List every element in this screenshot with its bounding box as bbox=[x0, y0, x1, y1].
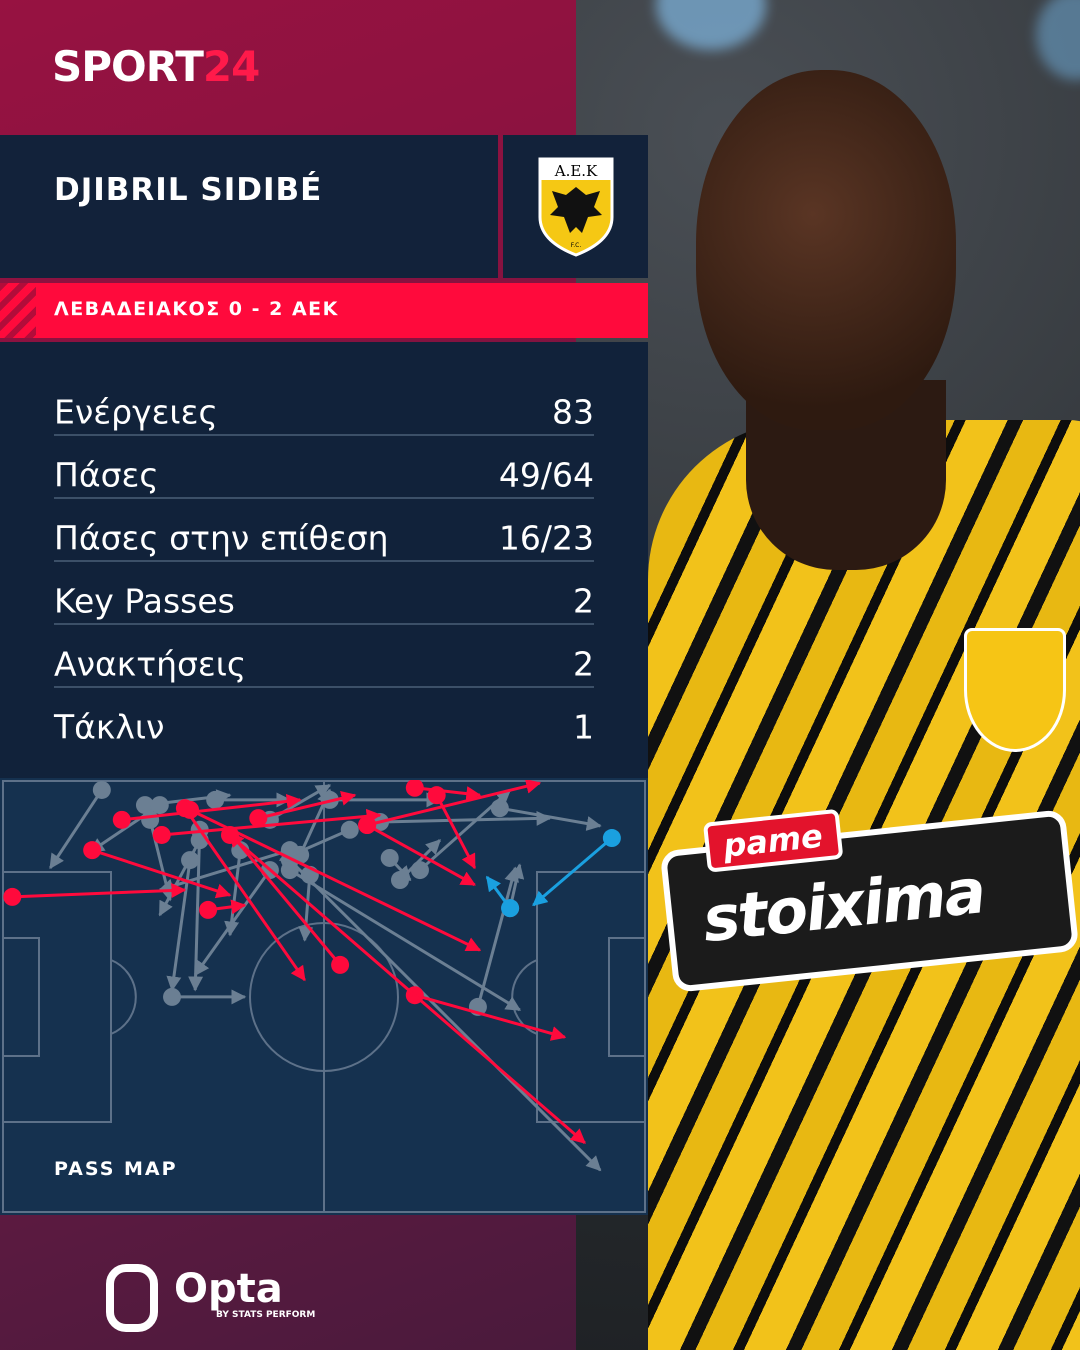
pass-line-grey bbox=[278, 828, 351, 862]
pass-map: PASS MAP bbox=[0, 778, 648, 1215]
pass-origin-red bbox=[249, 809, 268, 828]
match-score: ΛΕΒΑΔΕΙΑΚΟΣ 0 - 2 ΑΕΚ bbox=[54, 298, 339, 320]
stat-row-passes: Πάσες 49/64 bbox=[54, 435, 594, 499]
stat-value: 16/23 bbox=[498, 518, 594, 558]
logo-number: 24 bbox=[202, 42, 260, 91]
stat-label: Ανακτήσεις bbox=[54, 644, 247, 684]
match-bar bbox=[0, 283, 648, 338]
pass-origin-red bbox=[83, 841, 102, 860]
pass-origin-grey bbox=[340, 820, 359, 839]
crest-text: A.E.K bbox=[554, 162, 598, 180]
pass-origin-grey bbox=[206, 790, 225, 809]
crest-sub: F.C. bbox=[571, 242, 582, 249]
pass-origin-blue bbox=[501, 899, 520, 918]
centre-circle bbox=[249, 922, 399, 1072]
stat-row-recoveries: Ανακτήσεις 2 bbox=[54, 624, 594, 688]
left-penalty-arc bbox=[110, 959, 137, 1035]
pass-origin-red bbox=[181, 800, 200, 819]
stat-value: 2 bbox=[573, 581, 594, 621]
pass-line-grey bbox=[188, 829, 204, 992]
pass-origin-grey bbox=[135, 796, 154, 815]
stat-value: 83 bbox=[552, 392, 594, 432]
stripe-decoration bbox=[0, 283, 36, 338]
player-name: DJIBRIL SIDIBÉ bbox=[54, 172, 323, 208]
opta-sub: BY STATS PERFORM bbox=[216, 1310, 316, 1320]
stadium-light bbox=[656, 0, 766, 50]
right-six-yard-box bbox=[608, 937, 646, 1057]
pass-origin-grey bbox=[163, 987, 182, 1006]
pitch-markings bbox=[2, 780, 646, 1213]
pass-line-grey bbox=[289, 868, 522, 1012]
player-name-panel bbox=[0, 135, 498, 278]
logo-text: SPORT bbox=[52, 42, 204, 91]
stat-label: Τάκλιν bbox=[54, 707, 165, 747]
pass-line-red bbox=[257, 790, 357, 820]
pass-line-red bbox=[161, 808, 382, 837]
pass-line-red bbox=[414, 786, 482, 802]
pass-line-blue bbox=[532, 836, 613, 907]
pass-map-chart bbox=[2, 780, 646, 1213]
stat-row-actions: Ενέργειες 83 bbox=[54, 372, 594, 436]
pass-line-red bbox=[121, 793, 302, 822]
pass-line-grey bbox=[288, 859, 602, 1172]
pass-origin-grey bbox=[280, 861, 299, 880]
pass-line-grey bbox=[193, 869, 272, 977]
pass-origin-red bbox=[112, 810, 131, 829]
pass-line-red bbox=[183, 807, 306, 982]
stat-label: Πάσες στην επίθεση bbox=[54, 518, 389, 558]
pass-origin-red bbox=[3, 887, 22, 906]
pass-line-red bbox=[366, 780, 542, 827]
pass-line-grey bbox=[499, 806, 602, 831]
player-photo: pame stoixima bbox=[576, 0, 1080, 1350]
stat-value: 49/64 bbox=[498, 455, 594, 495]
stat-row-attacking-passes: Πάσες στην επίθεση 16/23 bbox=[54, 498, 594, 562]
opta-ring-icon bbox=[106, 1264, 158, 1332]
stat-value: 2 bbox=[573, 644, 594, 684]
stat-label: Ενέργειες bbox=[54, 392, 218, 432]
pass-origin-grey bbox=[380, 848, 399, 867]
opta-wordmark: Opta bbox=[174, 1266, 283, 1312]
pass-line-grey bbox=[49, 789, 104, 870]
sport24-logo: SPORT24 bbox=[52, 42, 260, 91]
stat-label: Πάσες bbox=[54, 455, 159, 495]
stats-panel: Ενέργειες 83 Πάσες 49/64 Πάσες στην επίθεσ… bbox=[0, 342, 648, 778]
left-six-yard-box bbox=[2, 937, 40, 1057]
pass-line-red bbox=[12, 883, 187, 899]
stat-value: 1 bbox=[573, 707, 594, 747]
stat-row-tackles: Τάκλιν 1 bbox=[54, 687, 594, 749]
pass-origin-red bbox=[199, 900, 218, 919]
pass-origin-grey bbox=[410, 861, 429, 880]
sponsor-logo-main: stoixima bbox=[699, 854, 988, 957]
pass-origin-grey bbox=[141, 810, 160, 829]
pass-line-grey bbox=[476, 866, 520, 1008]
player-head bbox=[696, 70, 956, 430]
pass-origin-grey bbox=[92, 780, 111, 799]
pass-line-red bbox=[435, 794, 477, 870]
stat-row-key-passes: Key Passes 2 bbox=[54, 561, 594, 625]
pass-line-red bbox=[228, 831, 342, 966]
pass-origin-red bbox=[152, 825, 171, 844]
stat-label: Key Passes bbox=[54, 581, 235, 621]
pass-origin-grey bbox=[150, 796, 169, 815]
pass-map-title: PASS MAP bbox=[54, 1158, 178, 1180]
pass-line-red bbox=[91, 848, 232, 899]
pass-origin-grey bbox=[490, 799, 509, 818]
right-penalty-box bbox=[536, 871, 646, 1123]
pass-line-red bbox=[366, 823, 477, 887]
shirt-crest bbox=[964, 628, 1066, 752]
stadium-light bbox=[1036, 0, 1080, 80]
pass-origin-red bbox=[220, 825, 239, 844]
left-penalty-box bbox=[2, 871, 112, 1123]
pass-origin-red bbox=[331, 955, 350, 974]
opta-logo: Opta BY STATS PERFORM bbox=[106, 1262, 316, 1332]
pass-origin-blue bbox=[602, 829, 621, 848]
pass-line-grey bbox=[379, 810, 552, 826]
pass-origin-red bbox=[427, 786, 446, 805]
pass-line-grey bbox=[298, 874, 314, 942]
pass-origin-red bbox=[358, 816, 377, 835]
aek-crest-icon: A.E.K F.C. bbox=[538, 157, 614, 257]
pass-line-red bbox=[228, 833, 586, 1144]
pass-origin-red bbox=[405, 780, 424, 797]
pass-line-red bbox=[414, 993, 567, 1041]
